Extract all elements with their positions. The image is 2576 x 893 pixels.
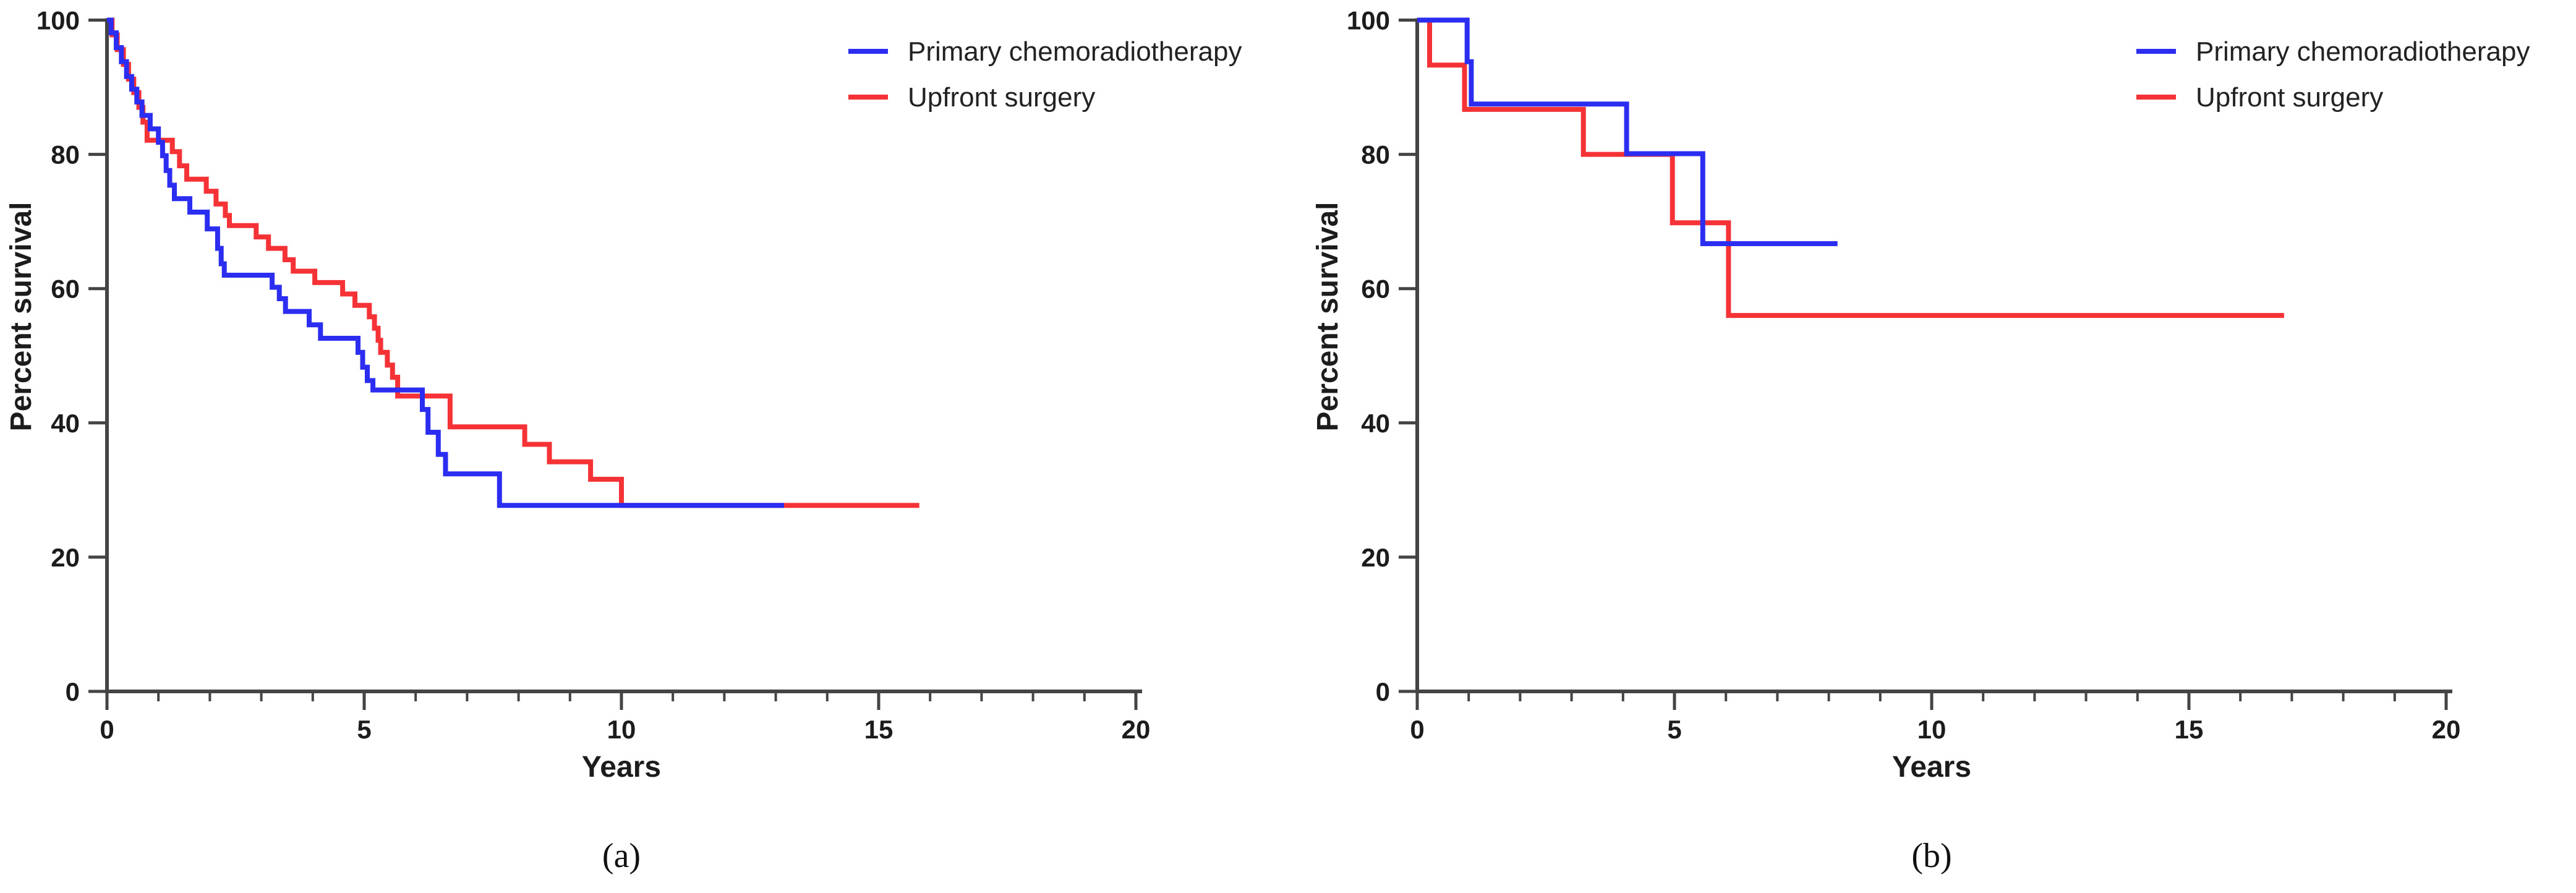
y-tick-label: 80 xyxy=(51,140,80,169)
legend-label-primary-chemoradiotherapy: Primary chemoradiotherapy xyxy=(2196,36,2530,67)
y-tick-label: 60 xyxy=(51,275,80,304)
x-tick-label: 20 xyxy=(1122,715,1151,744)
x-tick-label: 0 xyxy=(1410,715,1424,744)
y-tick-label: 20 xyxy=(1361,543,1390,572)
x-tick-label: 10 xyxy=(1917,715,1947,744)
legend-a: Primary chemoradiotherapy Upfront surger… xyxy=(848,36,1242,113)
panel-b: 0 5 10 15 20 0 20 40 60 80 100 Primary chemoradiot… xyxy=(1288,0,2576,893)
survival-curve-primary-chemoradiotherapy xyxy=(1417,17,1838,246)
y-axis-title: Percent survival xyxy=(1311,202,1344,432)
axes-a: 0 5 10 15 20 0 20 40 60 80 100 xyxy=(36,6,1150,745)
y-tick-label: 40 xyxy=(1361,409,1390,438)
y-tick-label: 20 xyxy=(51,543,80,572)
legend-label-upfront-surgery: Upfront surgery xyxy=(2196,82,2383,113)
x-tick-label: 0 xyxy=(100,715,114,744)
axes-b: 0 5 10 15 20 0 20 40 60 80 100 xyxy=(1347,6,2460,745)
y-tick-label: 40 xyxy=(51,409,80,438)
y-tick-label: 60 xyxy=(1361,275,1390,304)
x-axis-title: Years xyxy=(1892,751,1971,784)
x-tick-label: 5 xyxy=(1667,715,1681,744)
panel-b-chart: 0 5 10 15 20 0 20 40 60 80 100 Primary chemoradiot… xyxy=(1311,6,2530,876)
survival-curves-b xyxy=(1417,17,2284,318)
y-tick-label: 0 xyxy=(66,677,80,706)
legend-label-upfront-surgery: Upfront surgery xyxy=(908,82,1095,113)
panel-a: 0 5 10 15 20 0 20 40 60 80 100 Primary chemoradiot… xyxy=(5,6,1242,876)
y-tick-label: 100 xyxy=(36,6,80,35)
x-tick-label: 10 xyxy=(607,715,636,744)
y-tick-label: 80 xyxy=(1361,140,1390,169)
legend-b: Primary chemoradiotherapy Upfront surger… xyxy=(2136,36,2530,113)
survival-curve-upfront-surgery xyxy=(107,17,919,508)
panel-a-caption: (a) xyxy=(602,837,641,875)
y-tick-label: 100 xyxy=(1347,6,1390,35)
x-axis-title: Years xyxy=(582,751,661,784)
x-tick-label: 20 xyxy=(2432,715,2461,744)
y-tick-label: 0 xyxy=(1376,677,1390,706)
y-axis-title: Percent survival xyxy=(5,202,38,432)
legend-label-primary-chemoradiotherapy: Primary chemoradiotherapy xyxy=(908,36,1242,67)
survival-curve-primary-chemoradiotherapy xyxy=(107,17,784,508)
x-tick-label: 15 xyxy=(864,715,893,744)
survival-curves-a xyxy=(107,17,919,508)
panel-a-chart: 0 5 10 15 20 0 20 40 60 80 100 Primary chemoradiot… xyxy=(5,6,1242,876)
x-tick-label: 15 xyxy=(2175,715,2204,744)
survival-curve-upfront-surgery xyxy=(1417,17,2284,318)
panel-b-caption: (b) xyxy=(1911,837,1951,875)
x-tick-label: 5 xyxy=(357,715,371,744)
